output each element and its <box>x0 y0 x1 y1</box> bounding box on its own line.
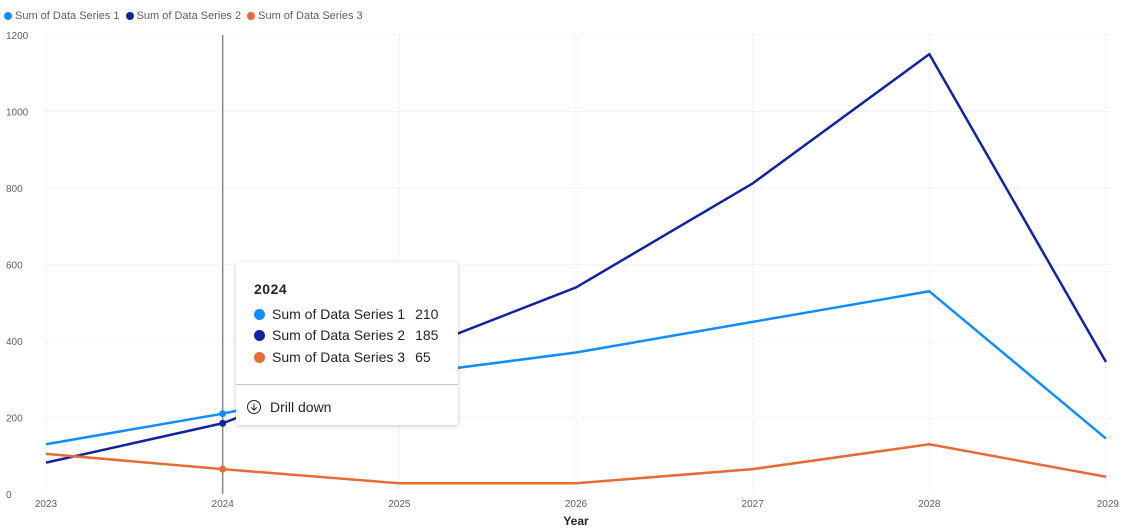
x-tick-label: 2025 <box>388 499 411 510</box>
data-tooltip: 2024 Sum of Data Series 1 210 Sum of Dat… <box>236 262 458 425</box>
x-tick-label: 2023 <box>35 499 58 510</box>
legend-marker-series-3 <box>247 12 256 20</box>
legend-item-series-1[interactable]: Sum of Data Series 1 <box>4 10 120 22</box>
tooltip-title: 2024 <box>254 281 288 297</box>
drill-down-button[interactable]: Drill down <box>246 397 331 417</box>
y-axis-ticks: 0 200 400 600 800 1000 1200 <box>6 31 29 501</box>
tooltip-row-series-1: Sum of Data Series 1 210 <box>254 304 438 324</box>
chart-legend: Sum of Data Series 1 Sum of Data Series … <box>4 8 363 24</box>
x-tick-label: 2029 <box>1097 499 1120 510</box>
y-tick-label: 200 <box>6 414 23 425</box>
tooltip-value: 65 <box>415 349 431 365</box>
legend-item-series-2[interactable]: Sum of Data Series 2 <box>125 10 242 22</box>
tooltip-row-series-3: Sum of Data Series 3 65 <box>254 347 431 367</box>
data-point-series-3[interactable] <box>219 465 227 473</box>
tooltip-label: Sum of Data Series 3 <box>272 349 406 365</box>
data-point-series-2[interactable] <box>219 419 227 427</box>
data-point-series-1[interactable] <box>219 410 227 418</box>
y-tick-label: 600 <box>6 261 23 272</box>
tooltip-value: 185 <box>415 327 439 343</box>
y-tick-label: 400 <box>6 337 23 348</box>
legend-marker-series-1 <box>4 12 12 20</box>
legend-marker-series-2 <box>125 12 134 20</box>
tooltip-marker-series-1 <box>254 308 265 320</box>
highlighted-points[interactable] <box>219 410 227 473</box>
y-tick-label: 1200 <box>6 31 29 42</box>
tooltip-row-series-2: Sum of Data Series 2 185 <box>254 325 438 345</box>
legend-label-series-3: Sum of Data Series 3 <box>258 10 363 22</box>
series-lines[interactable] <box>45 52 1108 485</box>
x-axis-ticks: 2023 2024 2025 2026 2027 2028 2029 <box>35 499 1120 510</box>
tooltip-divider <box>236 384 458 385</box>
legend-item-series-3[interactable]: Sum of Data Series 3 <box>247 10 363 22</box>
y-tick-label: 1000 <box>6 108 29 119</box>
x-tick-label: 2027 <box>742 499 765 510</box>
drill-down-icon <box>247 400 261 414</box>
y-tick-label: 800 <box>6 184 23 195</box>
y-tick-label: 0 <box>6 490 12 501</box>
x-tick-label: 2028 <box>918 499 941 510</box>
x-tick-label: 2026 <box>565 499 588 510</box>
tooltip-label: Sum of Data Series 1 <box>272 306 406 322</box>
drill-down-label: Drill down <box>270 399 332 415</box>
tooltip-value: 210 <box>415 306 439 322</box>
tooltip-label: Sum of Data Series 2 <box>272 327 406 343</box>
tooltip-marker-series-3 <box>254 351 265 363</box>
tooltip-marker-series-2 <box>254 329 265 341</box>
gridlines <box>45 34 1112 494</box>
legend-label-series-2: Sum of Data Series 2 <box>136 10 242 22</box>
legend-label-series-1: Sum of Data Series 1 <box>15 10 120 22</box>
x-axis-title: Year <box>563 514 589 528</box>
x-tick-label: 2024 <box>212 499 235 510</box>
